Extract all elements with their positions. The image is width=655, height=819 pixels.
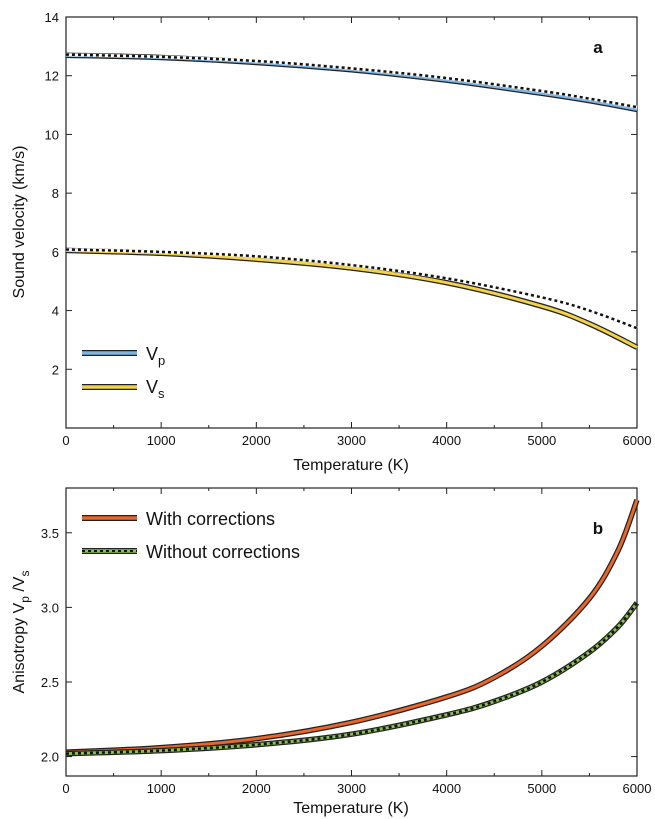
panel-b-letter: b bbox=[593, 519, 603, 538]
x-tick-label: 2000 bbox=[242, 433, 271, 448]
panel-b-y-axis-title: Anisotropy Vp /Vs bbox=[11, 571, 32, 694]
x-tick-label: 5000 bbox=[527, 781, 556, 796]
x-tick-label: 1000 bbox=[147, 781, 176, 796]
panel-b-x-axis-title: Temperature (K) bbox=[293, 800, 409, 817]
series-line bbox=[65, 601, 639, 756]
panel-b-legend: With corrections Without corrections bbox=[82, 509, 300, 562]
x-tick-label: 2000 bbox=[242, 781, 271, 796]
panel-a-letter: a bbox=[593, 38, 603, 57]
y-tick-label: 14 bbox=[45, 10, 59, 25]
series-with-corrections bbox=[65, 498, 640, 755]
series-line-dots bbox=[65, 248, 638, 330]
x-tick-label: 1000 bbox=[147, 433, 176, 448]
x-tick-label: 6000 bbox=[623, 433, 652, 448]
y-tick-label: 8 bbox=[52, 186, 59, 201]
series-line bbox=[65, 53, 638, 111]
series-line-outline bbox=[65, 52, 638, 113]
panel-b-x-ticks: 0 1000 2000 3000 4000 5000 6000 bbox=[62, 488, 651, 796]
legend-item-vp: Vp bbox=[82, 344, 165, 368]
y-tick-label: 4 bbox=[52, 304, 59, 319]
x-tick-label: 0 bbox=[62, 433, 69, 448]
series-line-base bbox=[65, 53, 638, 109]
x-tick-label: 3000 bbox=[337, 433, 366, 448]
x-tick-label: 4000 bbox=[432, 433, 461, 448]
legend-item-without-corrections: Without corrections bbox=[82, 542, 300, 562]
series-line bbox=[65, 499, 639, 754]
panel-b-y-ticks: 2.0 2.5 3.0 3.5 bbox=[41, 526, 637, 765]
series-line-base bbox=[65, 248, 638, 330]
series-vp-with-corrections bbox=[65, 52, 638, 113]
series-vs-without-corrections bbox=[65, 248, 638, 330]
panel-a-series bbox=[65, 52, 639, 350]
panel-a: 0 1000 2000 3000 4000 5000 6000 2 4 6 8 10 12 14 a T… bbox=[11, 10, 651, 474]
y-tick-label: 2 bbox=[52, 362, 59, 377]
y-tick-label: 10 bbox=[45, 127, 59, 142]
panel-a-x-axis-title: Temperature (K) bbox=[293, 457, 409, 474]
legend-vp-label: Vp bbox=[146, 344, 165, 368]
y-tick-label: 12 bbox=[45, 69, 59, 84]
y-tick-label: 2.0 bbox=[41, 750, 59, 765]
panel-a-y-axis-title: Sound velocity (km/s) bbox=[11, 146, 28, 299]
x-tick-label: 3000 bbox=[337, 781, 366, 796]
x-tick-label: 4000 bbox=[432, 781, 461, 796]
series-line-dots bbox=[65, 53, 638, 109]
x-tick-label: 0 bbox=[62, 781, 69, 796]
y-tick-label: 2.5 bbox=[41, 675, 59, 690]
series-line-outline bbox=[65, 498, 640, 755]
legend-item-with-corrections: With corrections bbox=[82, 509, 275, 529]
panel-a-frame bbox=[65, 16, 638, 429]
legend-with-corrections-label: With corrections bbox=[146, 509, 275, 529]
legend-item-vs: Vs bbox=[82, 377, 165, 401]
panel-b-series bbox=[65, 498, 640, 757]
series-line-dots bbox=[65, 602, 638, 755]
panel-a-y-ticks: 2 4 6 8 10 12 14 bbox=[45, 10, 637, 377]
panel-a-x-ticks: 0 1000 2000 3000 4000 5000 6000 bbox=[62, 17, 651, 448]
x-tick-label: 6000 bbox=[623, 781, 652, 796]
legend-without-corrections-label: Without corrections bbox=[146, 542, 300, 562]
y-tick-label: 3.5 bbox=[41, 526, 59, 541]
x-tick-label: 5000 bbox=[527, 433, 556, 448]
y-tick-label: 3.0 bbox=[41, 600, 59, 615]
series-vp-without-corrections bbox=[65, 53, 638, 109]
panel-b: 0 1000 2000 3000 4000 5000 6000 2.0 2.5 3.0 3.5 b… bbox=[11, 487, 651, 817]
panel-a-legend: Vp Vs bbox=[82, 344, 165, 401]
legend-vs-label: Vs bbox=[146, 377, 165, 401]
y-tick-label: 6 bbox=[52, 245, 59, 260]
series-without-corrections bbox=[65, 601, 640, 757]
